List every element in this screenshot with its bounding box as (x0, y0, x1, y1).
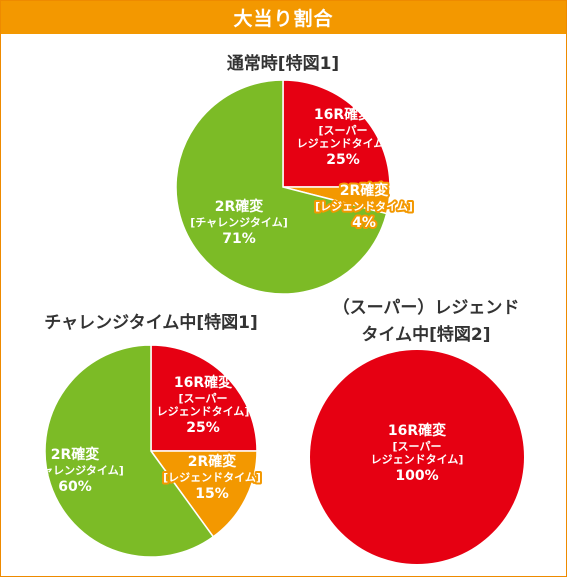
slice-sublabel: [チャレンジタイム] (190, 216, 288, 229)
slice-sublabel: [スーパー (393, 440, 442, 453)
slice-label: 2R確変 (340, 182, 389, 199)
pie-chart-0: 16R確変[スーパーレジェンドタイム]25%2R確変2R確変[レジェンドタイム]… (175, 79, 415, 295)
pie-slice (150, 344, 258, 452)
slice-sublabel: [レジェンドタイム] (315, 200, 413, 213)
slice-percent: 4% (352, 215, 376, 231)
pie-slice (282, 79, 391, 188)
header-title: 大当り割合 (1, 1, 566, 34)
slice-percent: 71% (222, 231, 256, 247)
slice-sublabel: [チャレンジタイム] (26, 464, 124, 477)
slice-percent-outline: 4% (352, 215, 376, 231)
slice-label: 2R確変 (188, 453, 237, 470)
slice-sublabel: レジェンドタイム] (371, 453, 464, 466)
slice-label-outline: 2R確変 (340, 182, 389, 199)
slice-label: 16R確変 (314, 106, 372, 123)
slice-sublabel-outline: [レジェンドタイム] (163, 471, 261, 484)
pie-slice (310, 350, 524, 564)
pie-slice (149, 450, 258, 538)
chart-title-challenge: チャレンジタイム中[特図1] (44, 313, 258, 333)
slice-sublabel: [スーパー (179, 392, 228, 405)
slice-sublabel: レジェンドタイム] (297, 137, 390, 150)
chart-title-legend-2: タイム中[特図2] (361, 325, 491, 345)
slice-sublabel: [スーパー (319, 124, 368, 137)
slice-sublabel-outline: [レジェンドタイム] (315, 200, 413, 213)
slice-percent-outline: 15% (195, 486, 229, 502)
slice-percent: 100% (395, 468, 438, 484)
slice-label: 2R確変 (51, 446, 100, 463)
slice-percent: 60% (58, 479, 92, 495)
slice-percent: 25% (326, 152, 360, 168)
slice-sublabel: [レジェンドタイム] (163, 471, 261, 484)
slice-percent: 25% (186, 420, 220, 436)
slice-percent: 15% (195, 486, 229, 502)
slice-label: 2R確変 (215, 198, 264, 215)
slice-sublabel: レジェンドタイム] (157, 405, 250, 418)
chart-title-normal: 通常時[特図1] (226, 54, 340, 74)
slice-label: 16R確変 (388, 422, 446, 439)
pie-chart-1: 16R確変[スーパーレジェンドタイム]25%2R確変2R確変[レジェンドタイム]… (26, 344, 263, 558)
chart-title-legend-1: （スーパー）レジェンド (332, 298, 520, 318)
pie-slice (175, 79, 388, 295)
slice-label: 16R確変 (174, 374, 232, 391)
pie-slice (44, 344, 215, 558)
slice-label-outline: 2R確変 (188, 453, 237, 470)
